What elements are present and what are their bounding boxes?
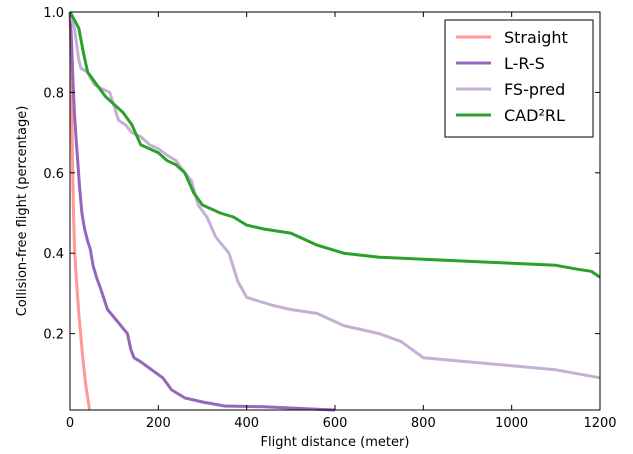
legend-label-cad2rl: CAD²RL [504,106,565,125]
ticks-layer: 0 200 400 600 800 1000 1200 0.2 0.4 0.6 0.8 1.0 [43,6,616,431]
y-tick-label-4: 1.0 [43,6,64,21]
x-tick-label-4: 800 [411,416,436,431]
series-line-3 [68,11,601,279]
series-layer [68,11,601,412]
legend-label-lrs: L-R-S [504,54,545,73]
x-tick-label-6: 1200 [583,416,616,431]
series-line-2 [68,11,601,380]
series-line-1 [68,11,336,412]
legend-box [444,19,594,138]
series-line-0 [68,11,91,411]
y-tick-label-1: 0.4 [43,247,64,262]
x-tick-label-5: 1000 [495,416,528,431]
y-tick-label-2: 0.6 [43,167,64,182]
x-tick-label-0: 0 [66,416,74,431]
legend-label-fspred: FS-pred [504,80,565,99]
x-tick-label-1: 200 [146,416,171,431]
legend-label-straight: Straight [504,28,568,47]
x-tick-label-2: 400 [234,416,259,431]
legend: Straight L-R-S FS-pred CAD²RL [444,19,594,138]
y-tick-label-0: 0.2 [43,328,64,343]
x-tick-label-3: 600 [323,416,348,431]
x-axis-title: Flight distance (meter) [261,435,410,450]
y-tick-label-3: 0.8 [43,86,64,101]
y-axis-title: Collision-free flight (percentage) [15,106,30,317]
